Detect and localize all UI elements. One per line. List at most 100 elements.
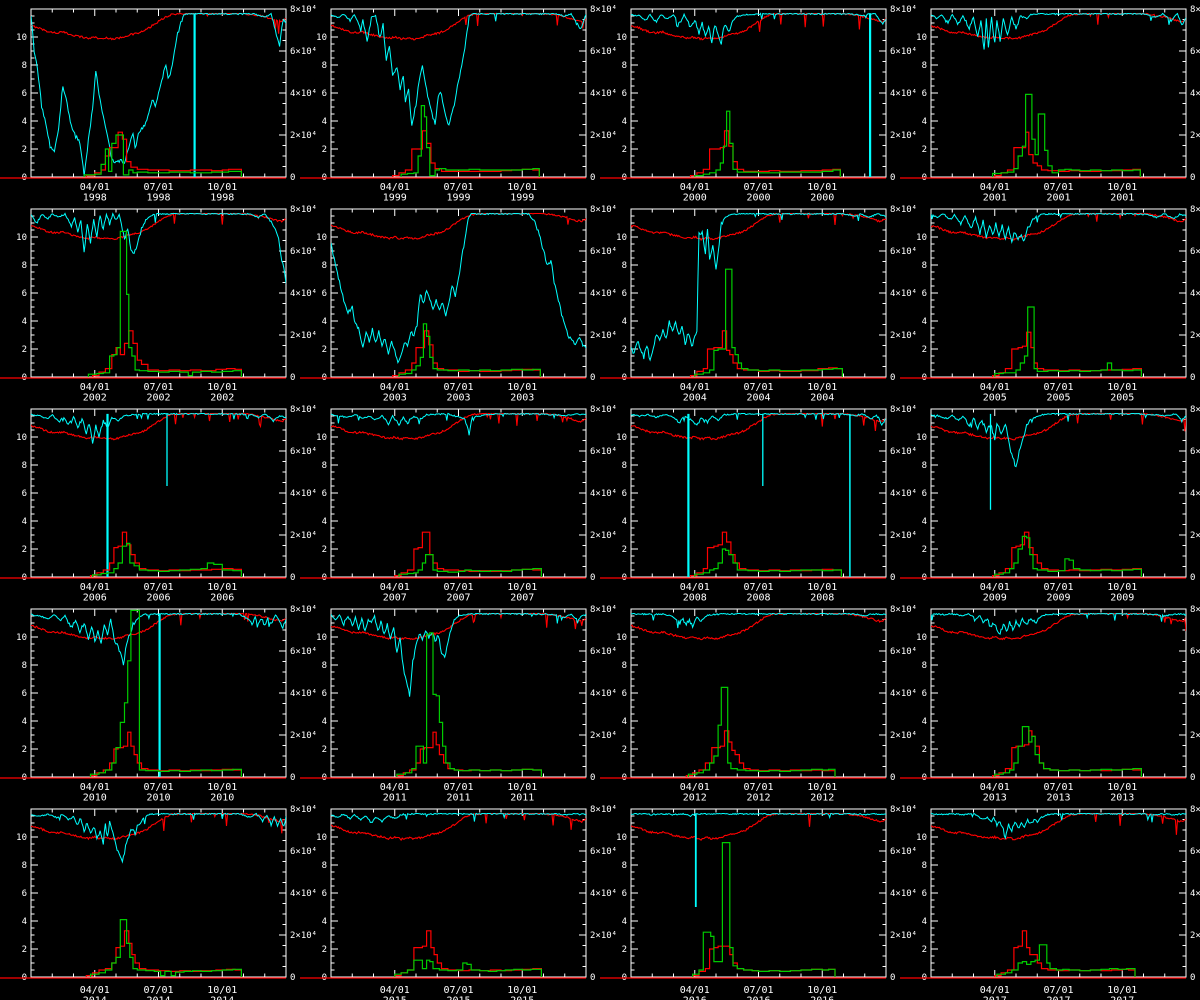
x-tick-label: 10/01 (507, 182, 537, 193)
right-tick-label: 6×10⁴ (290, 847, 317, 857)
x-tick-year: 2007 (383, 593, 407, 604)
right-tick-label: 4×10⁴ (890, 289, 917, 299)
x-tick-year: 2005 (1046, 393, 1070, 404)
green-histogram (83, 134, 242, 177)
x-tick-year: 2001 (1110, 193, 1134, 204)
left-tick-label: 4 (322, 317, 327, 327)
panel-2006: 10 8 6 4 2 0 8×10⁴ 6×10⁴ 4×10⁴ 2×10⁴ 0 04/01 2006 07/… (0, 400, 317, 604)
right-tick-label: 4×10⁴ (890, 489, 917, 499)
x-tick-year: 1999 (510, 193, 534, 204)
right-tick-label: 8×10⁴ (1190, 205, 1200, 215)
right-tick-label: 0 (1190, 573, 1195, 583)
x-tick-label: 07/01 (143, 182, 173, 193)
cyan-index-series (331, 212, 586, 364)
x-tick-label: 07/01 (1043, 382, 1073, 393)
x-tick-year: 2015 (510, 996, 534, 1000)
x-tick-label: 04/01 (80, 985, 110, 996)
left-tick-label: 10 (16, 633, 27, 643)
right-tick-label: 8×10⁴ (890, 605, 917, 615)
left-tick-label: 2 (622, 145, 627, 155)
left-tick-label: 8 (622, 861, 627, 871)
left-tick-label: 6 (22, 689, 27, 699)
green-histogram (687, 686, 836, 777)
x-tick-label: 07/01 (443, 582, 473, 593)
right-tick-label: 6×10⁴ (890, 247, 917, 257)
right-tick-label: 0 (590, 973, 595, 983)
red-histogram (689, 330, 843, 377)
right-tick-label: 8×10⁴ (890, 205, 917, 215)
left-tick-label: 4 (22, 317, 27, 327)
right-tick-label: 0 (590, 373, 595, 383)
left-tick-label: 6 (22, 289, 27, 299)
right-tick-label: 2×10⁴ (1190, 331, 1200, 341)
right-tick-label: 0 (590, 173, 595, 183)
right-tick-label: 2×10⁴ (590, 731, 617, 741)
x-tick-year: 1998 (146, 193, 170, 204)
red-histogram (85, 131, 242, 177)
right-tick-label: 6×10⁴ (890, 47, 917, 57)
x-tick-label: 10/01 (507, 582, 537, 593)
right-tick-label: 0 (890, 173, 895, 183)
right-tick-label: 4×10⁴ (590, 289, 617, 299)
right-tick-label: 0 (290, 773, 295, 783)
red-histogram (689, 130, 841, 177)
x-tick-label: 10/01 (507, 985, 537, 996)
x-tick-label: 04/01 (980, 382, 1010, 393)
right-tick-label: 6×10⁴ (290, 647, 317, 657)
cyan-index-series (931, 12, 1186, 50)
red-density-series (31, 212, 286, 241)
left-tick-label: 8 (322, 461, 327, 471)
left-tick-label: 10 (316, 33, 327, 43)
right-tick-label: 0 (290, 173, 295, 183)
green-histogram (396, 632, 542, 777)
x-tick-year: 2013 (1110, 793, 1134, 804)
left-tick-label: 4 (922, 117, 927, 127)
left-tick-label: 4 (22, 717, 27, 727)
left-tick-label: 10 (616, 33, 627, 43)
left-tick-label: 10 (616, 833, 627, 843)
right-tick-label: 6×10⁴ (890, 447, 917, 457)
x-tick-label: 07/01 (743, 582, 773, 593)
x-tick-year: 2017 (983, 996, 1007, 1000)
right-tick-label: 0 (290, 373, 295, 383)
x-tick-label: 10/01 (207, 582, 237, 593)
right-tick-label: 6×10⁴ (1190, 247, 1200, 257)
x-tick-year: 2005 (983, 393, 1007, 404)
left-tick-label: 2 (22, 945, 27, 955)
left-tick-label: 8 (622, 461, 627, 471)
left-tick-label: 10 (916, 833, 927, 843)
left-tick-label: 8 (22, 461, 27, 471)
x-tick-label: 10/01 (207, 182, 237, 193)
right-tick-label: 6×10⁴ (590, 247, 617, 257)
right-tick-label: 4×10⁴ (290, 489, 317, 499)
red-density-series (331, 812, 586, 842)
x-tick-label: 07/01 (143, 582, 173, 593)
x-tick-year: 2010 (146, 793, 170, 804)
red-density-series (631, 212, 886, 241)
left-tick-label: 4 (922, 517, 927, 527)
x-tick-label: 07/01 (443, 985, 473, 996)
left-tick-label: 8 (922, 61, 927, 71)
x-tick-label: 10/01 (807, 582, 837, 593)
x-tick-label: 10/01 (1107, 582, 1137, 593)
x-tick-year: 2001 (983, 193, 1007, 204)
left-tick-label: 8 (622, 261, 627, 271)
left-tick-label: 8 (322, 61, 327, 71)
left-tick-label: 6 (922, 89, 927, 99)
left-tick-label: 6 (622, 89, 627, 99)
green-histogram (694, 110, 841, 177)
x-tick-year: 2003 (446, 393, 470, 404)
left-tick-label: 4 (622, 117, 627, 127)
x-tick-label: 07/01 (743, 985, 773, 996)
left-tick-label: 6 (322, 489, 327, 499)
left-tick-label: 4 (22, 117, 27, 127)
left-tick-label: 8 (922, 261, 927, 271)
x-tick-year: 1999 (383, 193, 407, 204)
green-histogram (398, 554, 542, 577)
red-density-series (931, 612, 1186, 641)
green-histogram (89, 919, 242, 977)
x-tick-year: 2004 (746, 393, 770, 404)
green-histogram (92, 542, 242, 577)
x-tick-label: 10/01 (1107, 182, 1137, 193)
right-tick-label: 8×10⁴ (290, 805, 317, 815)
